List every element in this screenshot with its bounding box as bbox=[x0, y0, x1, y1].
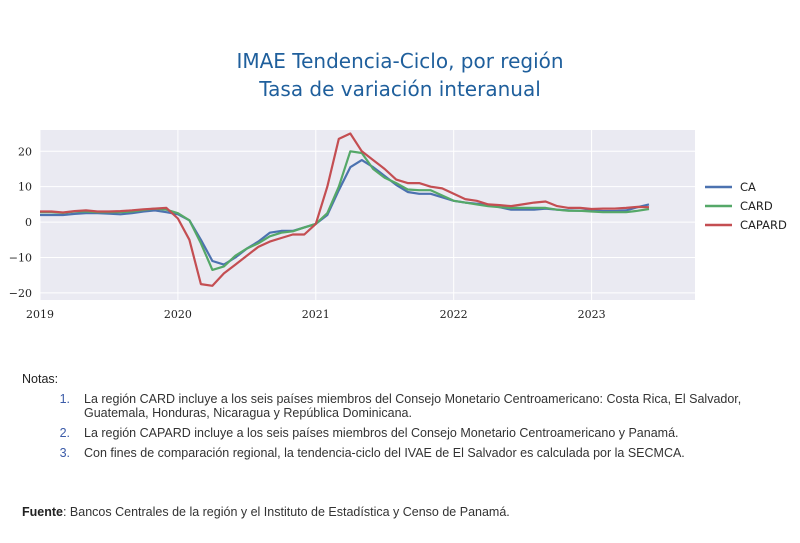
x-tick-label: 2022 bbox=[440, 308, 468, 321]
note-text: La región CAPARD incluye a los seis país… bbox=[84, 426, 679, 440]
note-text: Con fines de comparación regional, la te… bbox=[84, 446, 685, 460]
series-line-capard bbox=[40, 132, 650, 287]
notes-section: Notas: 1. La región CARD incluye a los s… bbox=[22, 372, 792, 466]
note-item: 3. Con fines de comparación regional, la… bbox=[22, 446, 792, 460]
note-number: 1. bbox=[59, 392, 70, 406]
notes-heading: Notas: bbox=[22, 372, 59, 386]
x-tick-label: 2019 bbox=[26, 308, 54, 321]
x-tick-label: 2020 bbox=[164, 308, 192, 321]
legend-label: CARD bbox=[740, 199, 773, 213]
x-tick-label: 2021 bbox=[302, 308, 330, 321]
source-label: Fuente bbox=[22, 505, 63, 519]
note-number: 3. bbox=[59, 446, 70, 460]
plot-area bbox=[40, 130, 695, 300]
chart-title: IMAE Tendencia-Ciclo, por región bbox=[236, 49, 564, 73]
note-item: 2. La región CAPARD incluye a los seis p… bbox=[22, 426, 792, 440]
source-text: : Bancos Centrales de la región y el Ins… bbox=[62, 505, 510, 519]
y-tick-label: −20 bbox=[9, 287, 32, 300]
note-text: La región CARD incluye a los seis países… bbox=[84, 392, 742, 420]
y-tick-label: 0 bbox=[25, 216, 32, 229]
y-tick-label: 10 bbox=[18, 181, 32, 194]
note-item: 1. La región CARD incluye a los seis paí… bbox=[22, 392, 792, 420]
source-line: Fuente: Bancos Centrales de la región y … bbox=[22, 505, 510, 519]
legend-label: CAPARD bbox=[740, 218, 787, 232]
note-number: 2. bbox=[59, 426, 70, 440]
y-tick-label: 20 bbox=[18, 145, 32, 158]
y-tick-label: −10 bbox=[9, 252, 32, 265]
legend-label: CA bbox=[740, 180, 756, 194]
x-tick-label: 2023 bbox=[578, 308, 606, 321]
chart-subtitle: Tasa de variación interanual bbox=[259, 77, 541, 101]
line-chart: 20 10 0 −10 −20 2019 2020 2021 2022 2023 CA CARD CAP… bbox=[9, 130, 787, 321]
